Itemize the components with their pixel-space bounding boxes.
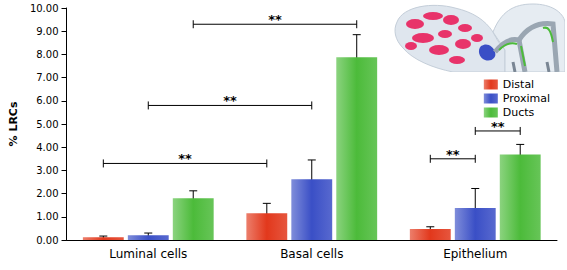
svg-text:Proximal: Proximal [503,92,550,105]
svg-text:Ducts: Ducts [503,106,535,119]
svg-text:Distal: Distal [503,78,534,91]
svg-text:Epithelium: Epithelium [443,247,507,261]
svg-text:**: ** [446,147,460,162]
svg-text:4.00: 4.00 [36,142,58,153]
svg-text:**: ** [223,93,237,108]
svg-text:**: ** [268,12,282,27]
svg-text:7.00: 7.00 [36,72,58,83]
svg-text:1.00: 1.00 [36,211,58,222]
svg-text:6.00: 6.00 [36,95,58,106]
svg-text:Basal cells: Basal cells [280,247,343,261]
svg-text:2.00: 2.00 [36,188,58,199]
svg-text:**: ** [491,119,505,134]
svg-text:10.00: 10.00 [30,3,59,14]
svg-text:8.00: 8.00 [36,49,58,60]
svg-text:9.00: 9.00 [36,26,58,37]
svg-text:5.00: 5.00 [36,119,58,130]
svg-text:**: ** [178,151,192,166]
svg-text:% LRCs: % LRCs [7,101,20,146]
svg-text:3.00: 3.00 [36,165,58,176]
svg-text:Luminal cells: Luminal cells [109,247,187,261]
svg-text:0.00: 0.00 [36,235,58,246]
